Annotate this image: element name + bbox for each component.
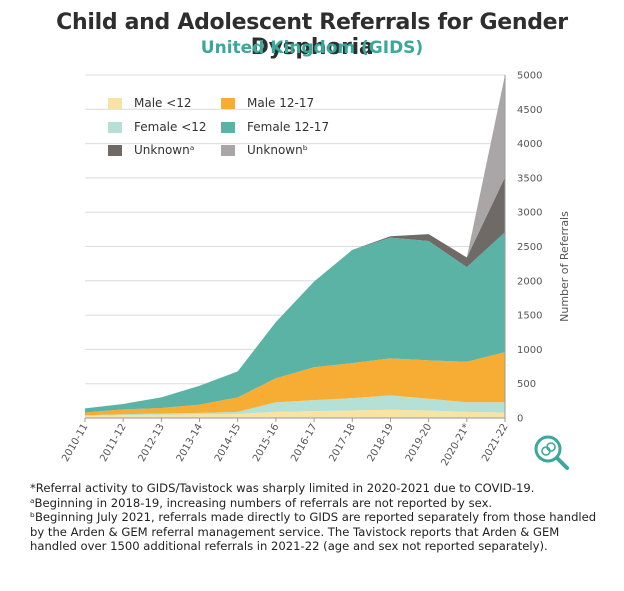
y-tick-label: 1500	[517, 311, 542, 322]
legend-swatch	[108, 97, 122, 109]
legend-swatch	[108, 121, 122, 133]
area-chart: 0 500 1000 1500 2000 2500 3000 3500 4000 4500 5000…	[60, 71, 571, 469]
magnifier-gender-icon	[534, 435, 569, 470]
axes	[84, 75, 506, 422]
y-tick-label: 3500	[517, 173, 542, 184]
footnote-a: ᵃBeginning in 2018-19, increasing number…	[30, 495, 493, 510]
y-tick-label: 0	[517, 414, 523, 425]
legend-swatch	[108, 144, 122, 156]
x-tick-label: 2018-19	[366, 422, 396, 464]
y-tick-labels: 0 500 1000 1500 2000 2500 3000 3500 4000 4500 5000	[517, 71, 542, 425]
y-axis-label: Number of Referrals	[558, 211, 571, 322]
x-tick-labels: 2010-11 2011-12 2012-13 2013-14 2014-15 2015-…	[60, 422, 510, 468]
y-tick-label: 2000	[517, 276, 542, 287]
y-tick-label: 500	[517, 379, 536, 390]
legend-item-male-lt12: Male <12	[108, 96, 192, 110]
legend-item-male-12-17: Male 12-17	[221, 96, 314, 110]
x-tick-label: 2016-17	[289, 422, 319, 464]
legend-swatch	[221, 144, 235, 156]
x-tick-label: 2021-22	[480, 422, 510, 464]
area-series-male-12	[85, 409, 505, 418]
y-tick-label: 5000	[517, 71, 542, 82]
legend-item-female-12-17: Female 12-17	[221, 120, 329, 134]
chart-subtitle: United Kingdom (GIDS)	[200, 38, 424, 58]
legend-label: Male <12	[134, 96, 192, 110]
y-tick-label: 3000	[517, 208, 542, 219]
area-series-female-12	[85, 395, 505, 416]
stacked-areas	[85, 75, 505, 418]
legend-item-unknown-a: Unknownᵃ	[108, 143, 194, 157]
chart-title: Child and Adolescent Referrals for Gende…	[56, 10, 568, 60]
legend-label: Female 12-17	[247, 120, 330, 134]
legend-label: Male 12-17	[247, 96, 315, 110]
x-tick-label: 2014-15	[213, 422, 243, 464]
y-tick-label: 4500	[517, 105, 542, 116]
x-tick-label: 2017-18	[327, 422, 357, 464]
footnotes: *Referral activity to GIDS/Tavistock was…	[30, 481, 600, 554]
x-tick-label: 2015-16	[251, 422, 281, 464]
y-tick-label: 2500	[517, 242, 542, 253]
legend-swatch	[221, 97, 235, 109]
footnote-covid: *Referral activity to GIDS/Tavistock was…	[30, 481, 535, 495]
y-tick-label: 1000	[517, 345, 542, 356]
x-tick-label: 2011-12	[98, 422, 128, 464]
x-tick-label: 2012-13	[137, 422, 167, 464]
x-tick-label: 2020-21*	[439, 422, 472, 468]
x-tick-label: 2019-20	[404, 422, 434, 464]
legend-item-female-lt12: Female <12	[108, 120, 207, 134]
legend-swatch	[221, 121, 235, 133]
x-tick-label: 2010-11	[60, 422, 90, 464]
legend-label: Unknownᵇ	[247, 143, 308, 157]
area-series-male-12-17	[85, 352, 505, 416]
x-tick-label: 2013-14	[175, 422, 205, 464]
legend-item-unknown-b: Unknownᵇ	[221, 143, 308, 157]
y-tick-label: 4000	[517, 139, 542, 150]
legend-label: Female <12	[134, 120, 207, 134]
legend-label: Unknownᵃ	[134, 143, 195, 157]
area-series-female-12-17	[85, 232, 505, 413]
footnote-b: ᵇBeginning July 2021, referrals made dir…	[30, 510, 597, 553]
